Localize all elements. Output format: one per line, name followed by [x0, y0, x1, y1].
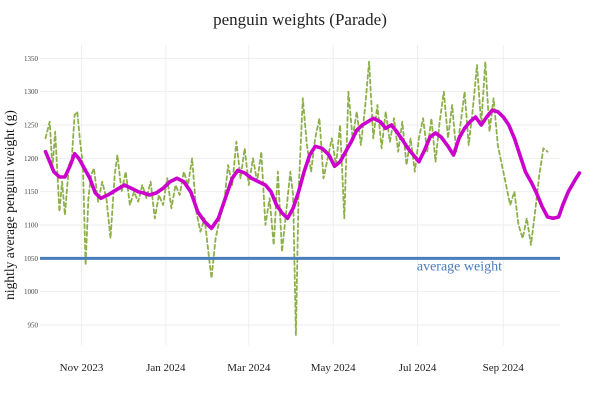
y-axis-ticks: 950 1000 1050 1100 1150 1200 1250 1300 1350: [24, 55, 39, 330]
nightly-average-dashed-line: [44, 60, 549, 336]
chart-title: penguin weights (Parade): [213, 10, 387, 29]
x-tick-label: Mar 2024: [227, 362, 271, 374]
x-tick-label: May 2024: [311, 362, 356, 374]
y-tick-label: 1200: [24, 155, 39, 163]
y-tick-label: 1050: [24, 255, 39, 263]
reference-line-group: average weight: [40, 256, 560, 274]
x-tick-label: Jul 2024: [399, 362, 437, 374]
x-axis-ticks: Nov 2023 Jan 2024 Mar 2024 May 2024 Jul 2024…: [60, 362, 525, 374]
x-tick-label: Nov 2023: [60, 362, 104, 374]
y-tick-label: 950: [28, 322, 39, 330]
y-tick-label: 1000: [24, 288, 39, 296]
x-tick-label: Jan 2024: [146, 362, 186, 374]
y-tick-label: 1150: [24, 188, 38, 196]
series-lines: [43, 60, 582, 336]
y-tick-label: 1100: [24, 222, 38, 230]
y-tick-label: 1250: [24, 122, 39, 130]
y-tick-label: 1350: [24, 55, 39, 63]
average-weight-annotation: average weight: [417, 259, 502, 274]
gridlines: [40, 45, 560, 345]
x-tick-label: Sep 2024: [483, 362, 525, 374]
y-tick-label: 1300: [24, 88, 39, 96]
rolling-average-line: [43, 108, 582, 231]
y-axis-label: nightly average penguin weight (g): [2, 110, 17, 300]
